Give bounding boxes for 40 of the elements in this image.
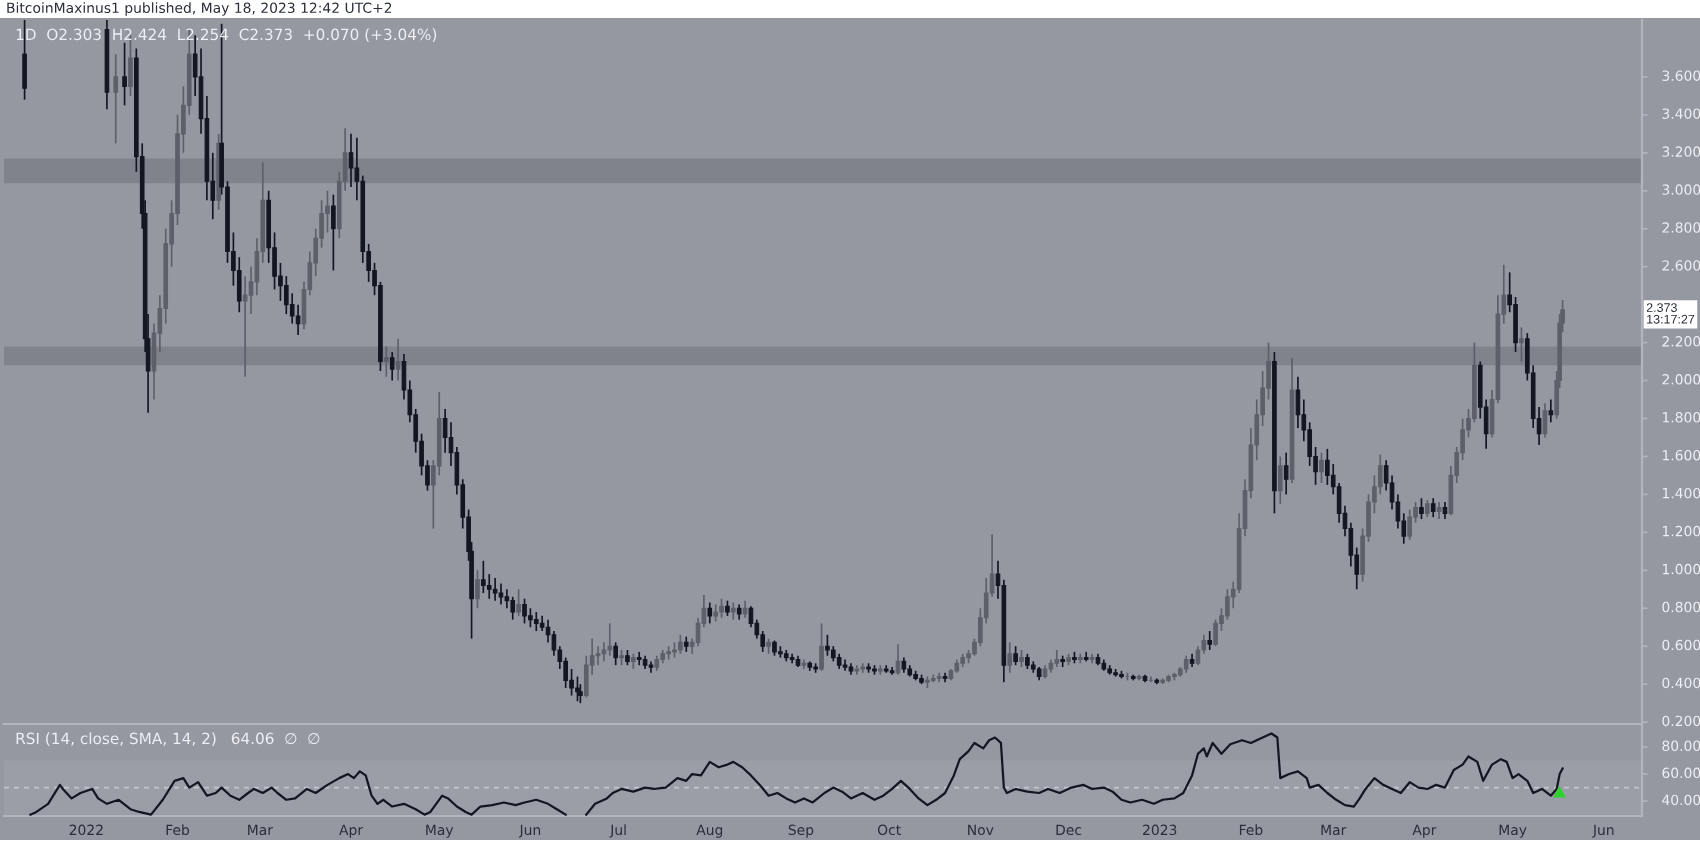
- candlestick: [578, 683, 583, 704]
- candlestick: [522, 597, 527, 625]
- candlestick: [1013, 645, 1018, 667]
- candlestick: [825, 633, 830, 657]
- candlestick: [1277, 455, 1283, 505]
- candlestick: [719, 597, 724, 619]
- candlestick: [331, 193, 336, 272]
- candlestick: [533, 611, 539, 632]
- candlestick: [1519, 326, 1524, 363]
- candlestick: [842, 658, 848, 672]
- candlestick: [1325, 448, 1330, 486]
- candlestick: [648, 660, 654, 674]
- candlestick: [707, 601, 713, 625]
- candlestick: [1207, 630, 1213, 651]
- candlestick: [498, 582, 504, 606]
- candlestick: [1407, 508, 1412, 541]
- candlestick: [492, 577, 498, 602]
- candlestick: [819, 622, 824, 672]
- candlestick: [242, 275, 248, 378]
- candlestick: [1430, 497, 1436, 518]
- candlestick: [636, 651, 642, 667]
- candlestick: [516, 588, 521, 617]
- candlestick: [389, 351, 395, 382]
- candlestick: [678, 633, 683, 655]
- candlestick: [510, 596, 516, 621]
- candlestick: [113, 53, 119, 145]
- candlestick: [1283, 451, 1289, 496]
- candlestick: [481, 559, 486, 594]
- candlestick: [595, 645, 601, 667]
- candlestick: [122, 41, 127, 107]
- candlestick: [383, 345, 389, 378]
- candlestick: [607, 622, 613, 657]
- candlestick: [613, 641, 618, 667]
- candlestick: [1548, 398, 1554, 424]
- candlestick: [1319, 451, 1324, 484]
- candlestick: [475, 569, 480, 610]
- candlestick: [395, 337, 401, 382]
- candlestick: [1419, 497, 1424, 520]
- candlestick: [528, 607, 533, 629]
- candlestick: [1007, 641, 1013, 674]
